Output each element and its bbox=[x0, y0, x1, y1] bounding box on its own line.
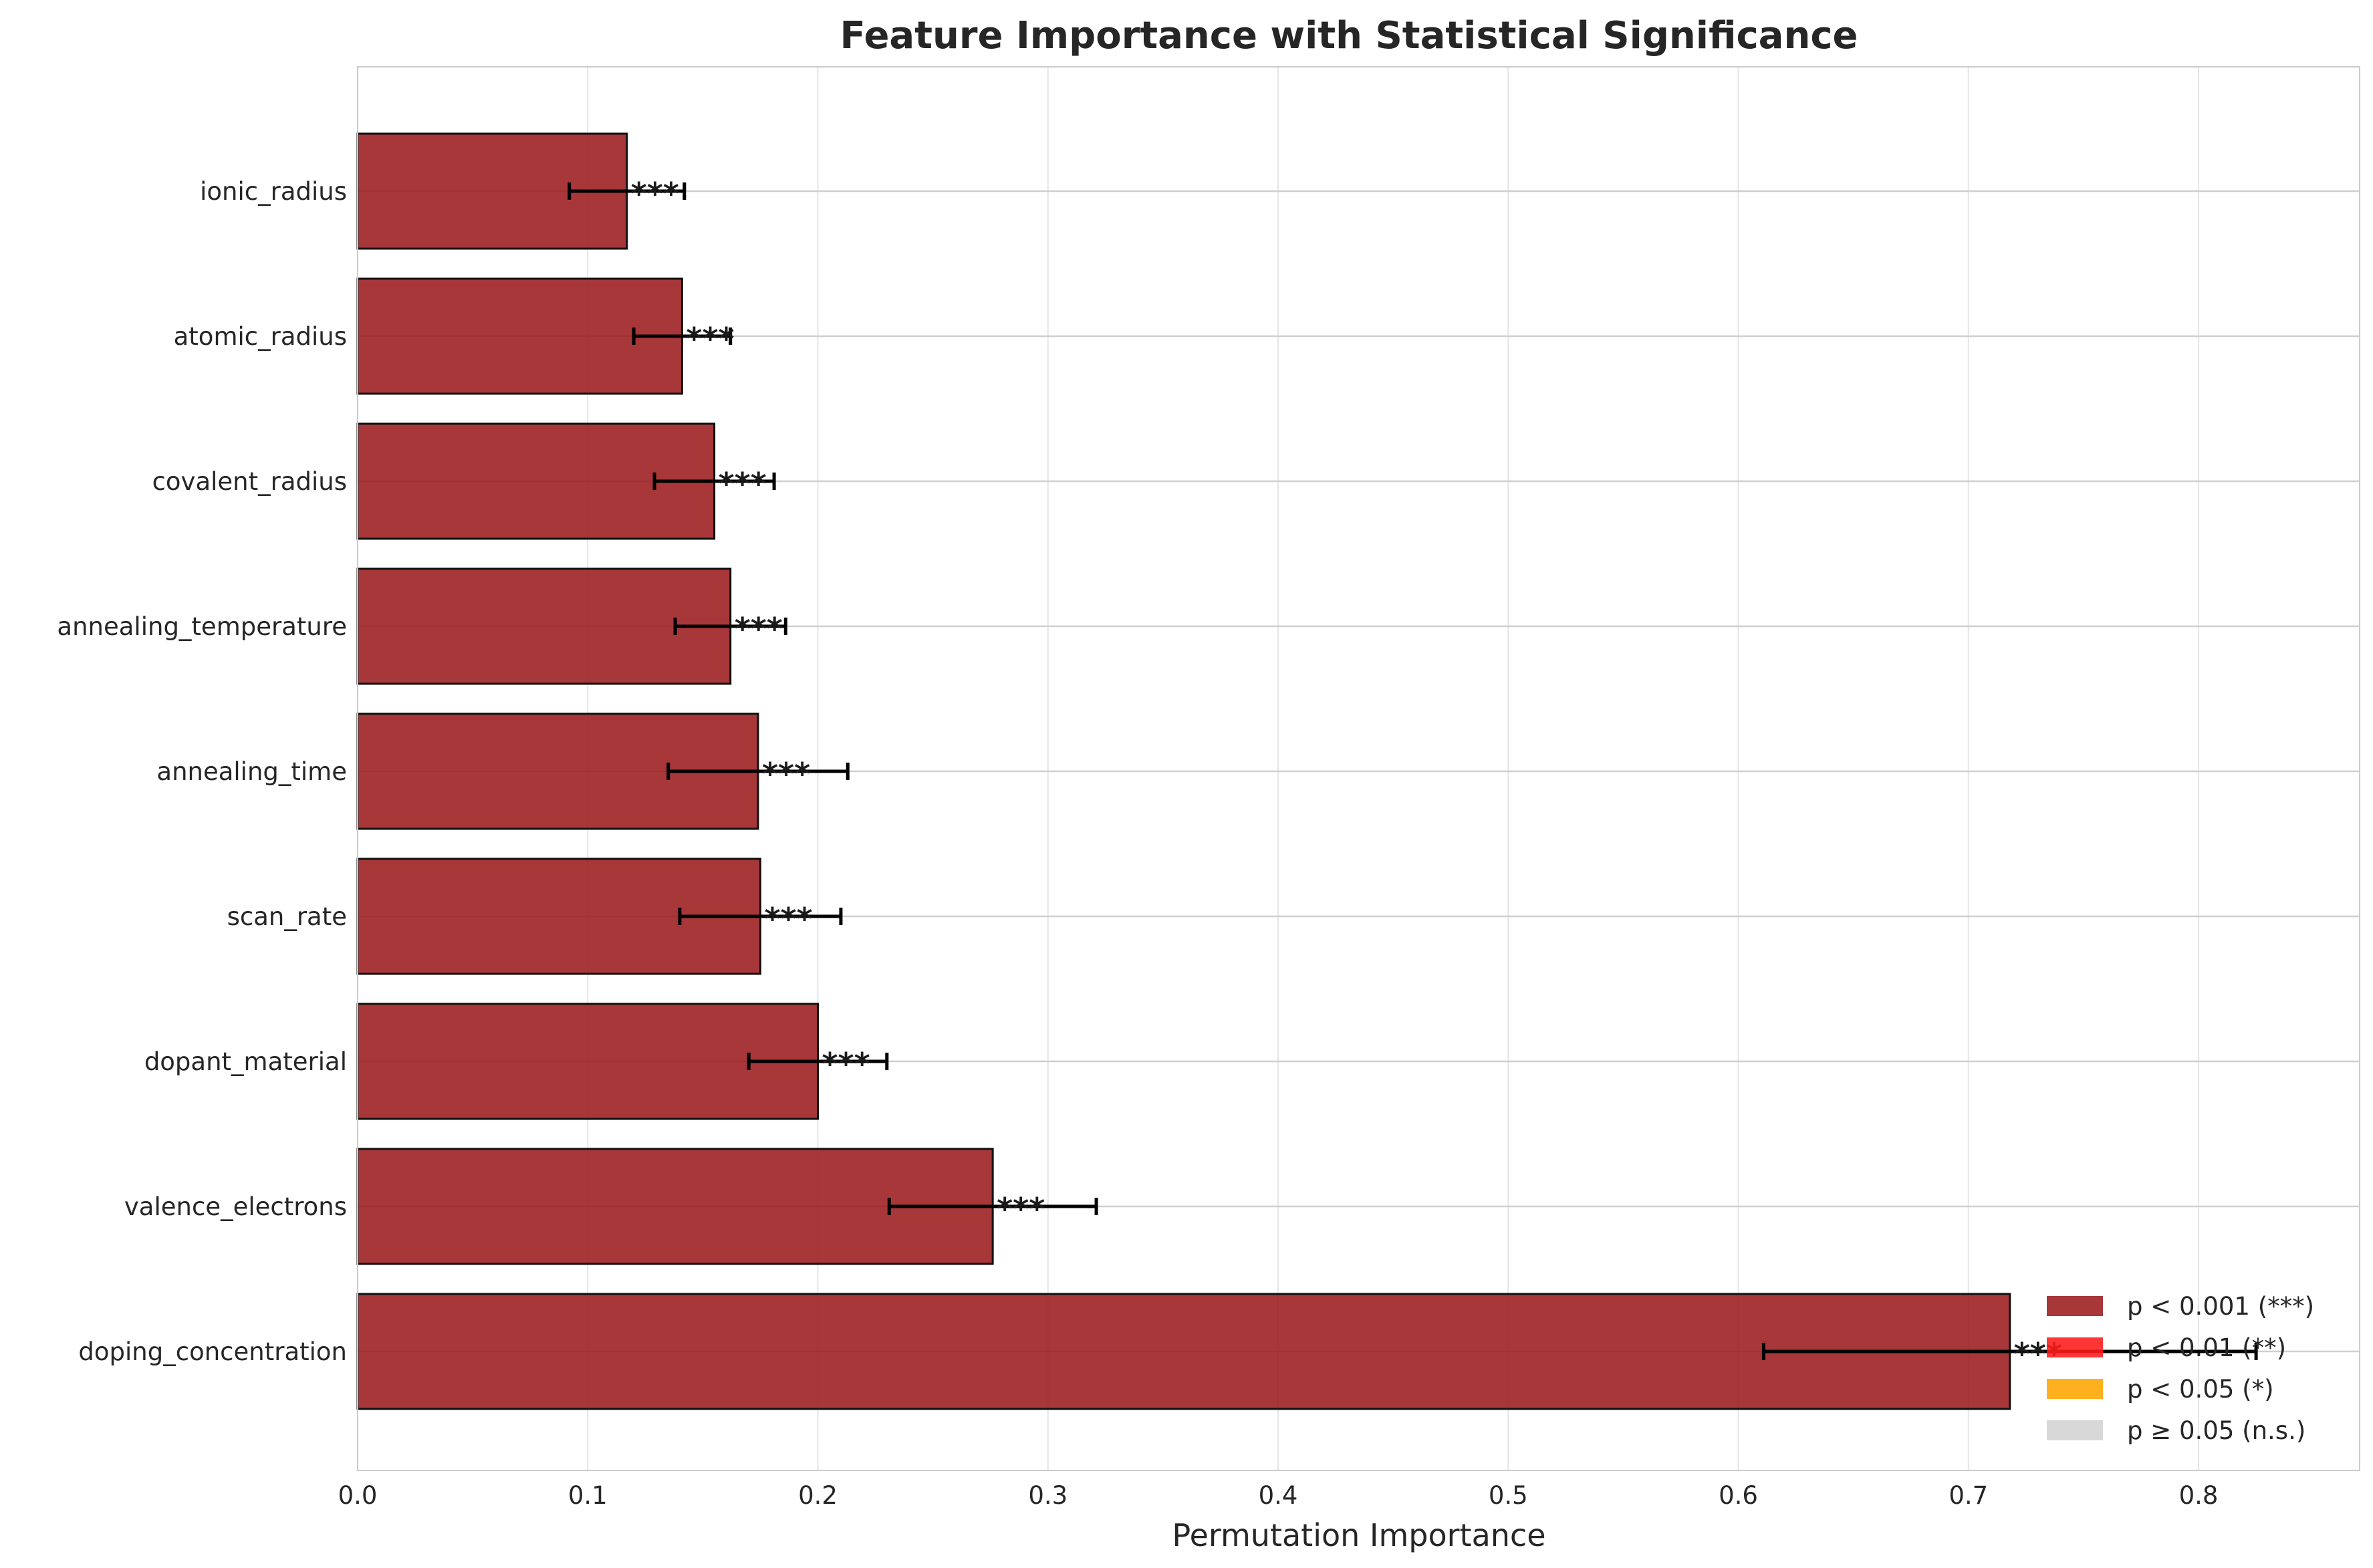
legend-label: p < 0.01 (**) bbox=[2127, 1333, 2286, 1362]
legend: p < 0.001 (***) p < 0.01 (**) p < 0.05 (*)… bbox=[2047, 1292, 2314, 1445]
y-tick-label: annealing_temperature bbox=[57, 612, 347, 641]
x-tick-label: 0.2 bbox=[798, 1481, 838, 1510]
y-tick-label: ionic_radius bbox=[200, 177, 347, 206]
error-bar-scan_rate bbox=[678, 908, 843, 925]
x-tick-label: 0.1 bbox=[568, 1481, 608, 1510]
y-tick-label: covalent_radius bbox=[152, 467, 347, 496]
error-bar-valence_electrons bbox=[887, 1198, 1098, 1215]
legend-label: p < 0.001 (***) bbox=[2127, 1292, 2314, 1321]
x-tick-label: 0.5 bbox=[1489, 1481, 1528, 1510]
legend-label: p ≥ 0.05 (n.s.) bbox=[2127, 1416, 2305, 1445]
significance-label: *** bbox=[735, 611, 783, 647]
x-tick-label: 0.6 bbox=[1719, 1481, 1758, 1510]
y-tick-label: doping_concentration bbox=[78, 1337, 347, 1366]
significance-labels: *************************** bbox=[631, 176, 2062, 1372]
plot-frame bbox=[357, 66, 2360, 1471]
x-tick-label: 0.3 bbox=[1028, 1481, 1068, 1510]
significance-label: *** bbox=[764, 901, 812, 937]
error-bar-dopant_material bbox=[747, 1053, 889, 1070]
error-bars bbox=[568, 182, 2258, 1360]
x-tick-label: 0.4 bbox=[1259, 1481, 1298, 1510]
significance-label: *** bbox=[719, 466, 767, 502]
legend-entry: p < 0.01 (**) bbox=[2047, 1333, 2286, 1362]
chart-title: Feature Importance with Statistical Sign… bbox=[840, 14, 1858, 57]
y-tick-labels: doping_concentration valence_electrons dop… bbox=[57, 177, 347, 1366]
x-tick-label: 0.8 bbox=[2179, 1481, 2219, 1510]
bar-doping_concentration bbox=[356, 1293, 2011, 1410]
significance-label: *** bbox=[631, 176, 679, 212]
legend-swatch bbox=[2047, 1420, 2103, 1440]
significance-label: *** bbox=[997, 1191, 1045, 1227]
y-tick-label: annealing_time bbox=[156, 757, 347, 786]
legend-swatch bbox=[2047, 1337, 2103, 1357]
legend-swatch bbox=[2047, 1379, 2103, 1399]
significance-label: *** bbox=[686, 321, 734, 357]
x-tick-label: 0.0 bbox=[338, 1481, 378, 1510]
x-axis-label: Permutation Importance bbox=[1172, 1517, 1545, 1553]
x-tick-labels: 0.0 0.1 0.2 0.3 0.4 0.5 0.6 0.7 0.8 bbox=[338, 1481, 2219, 1510]
legend-swatch bbox=[2047, 1296, 2103, 1316]
legend-entry: p ≥ 0.05 (n.s.) bbox=[2047, 1416, 2305, 1445]
y-tick-label: dopant_material bbox=[144, 1047, 347, 1076]
y-tick-label: scan_rate bbox=[227, 902, 347, 931]
legend-entry: p < 0.001 (***) bbox=[2047, 1292, 2314, 1321]
error-bar-annealing_temperature bbox=[673, 618, 787, 635]
y-tick-label: atomic_radius bbox=[174, 322, 347, 351]
error-bar-doping_concentration bbox=[1761, 1343, 2258, 1360]
error-bar-atomic_radius bbox=[632, 328, 733, 345]
x-tick-label: 0.7 bbox=[1949, 1481, 1988, 1510]
significance-label: *** bbox=[762, 756, 810, 792]
bar-dopant_material bbox=[356, 1003, 820, 1120]
error-bar-covalent_radius bbox=[652, 473, 776, 490]
bar-annealing_temperature bbox=[356, 567, 732, 685]
error-bar-ionic_radius bbox=[568, 182, 686, 200]
legend-label: p < 0.05 (*) bbox=[2127, 1375, 2274, 1404]
error-bar-annealing_time bbox=[666, 763, 850, 780]
bar-atomic_radius bbox=[356, 277, 683, 395]
legend-entry: p < 0.05 (*) bbox=[2047, 1375, 2274, 1404]
significance-label: *** bbox=[822, 1046, 870, 1082]
bar-valence_electrons bbox=[356, 1148, 994, 1265]
y-tick-label: valence_electrons bbox=[124, 1192, 347, 1221]
